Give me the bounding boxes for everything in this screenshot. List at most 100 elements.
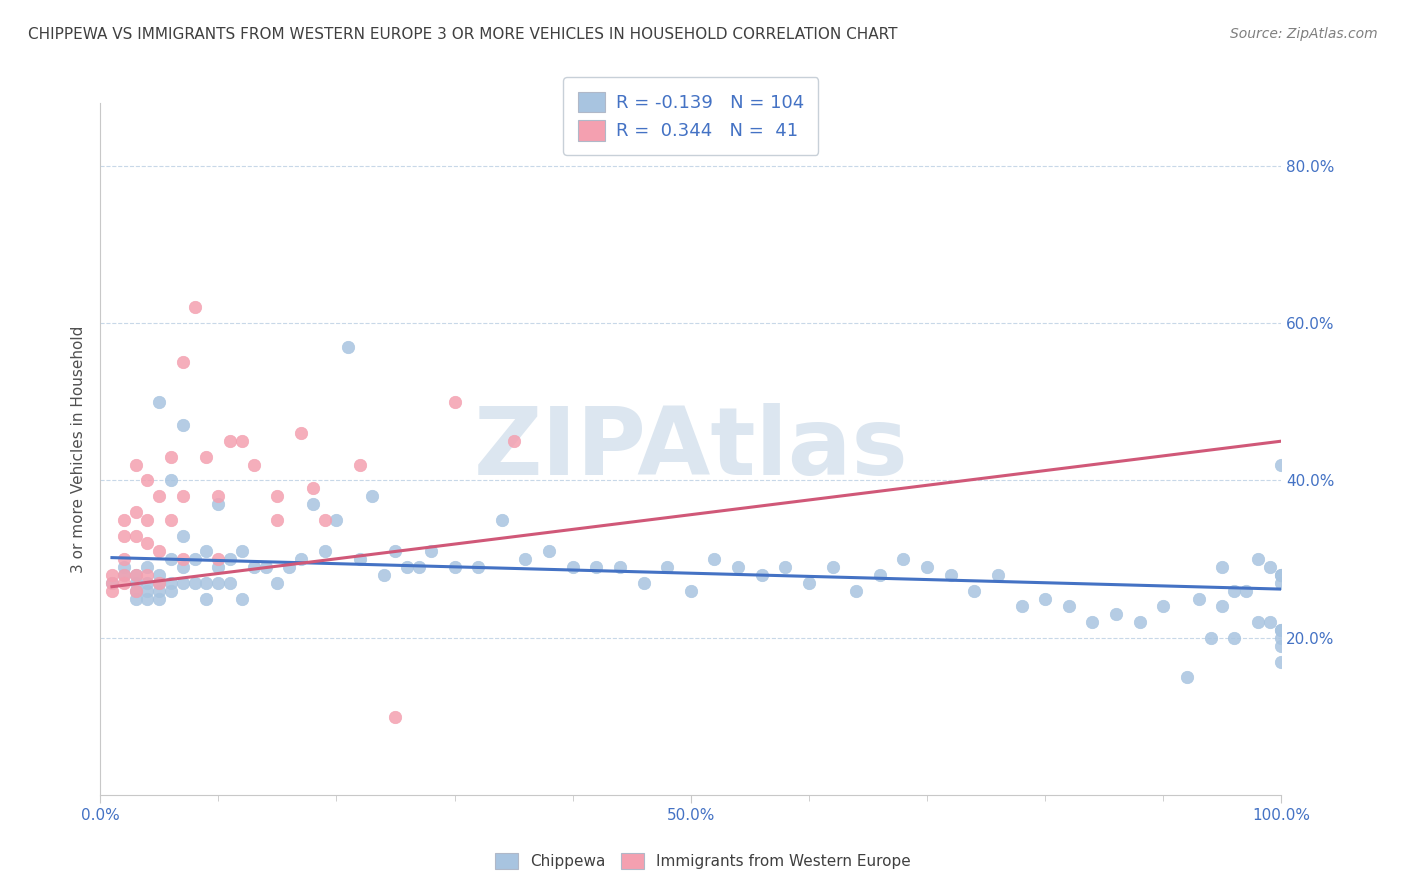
Point xyxy=(337,340,360,354)
Point xyxy=(751,568,773,582)
Point xyxy=(1211,560,1233,574)
Point xyxy=(101,583,124,598)
Point xyxy=(101,575,124,590)
Point xyxy=(915,560,938,574)
Point xyxy=(207,575,229,590)
Point xyxy=(124,505,146,519)
Point xyxy=(242,458,264,472)
Point xyxy=(515,552,537,566)
Point xyxy=(1105,607,1128,622)
Point xyxy=(633,575,655,590)
Point xyxy=(963,583,986,598)
Point xyxy=(242,560,264,574)
Point xyxy=(1270,568,1292,582)
Point xyxy=(561,560,583,574)
Point xyxy=(396,560,419,574)
Point xyxy=(112,552,135,566)
Point xyxy=(502,434,524,449)
Point xyxy=(301,481,323,495)
Point xyxy=(124,583,146,598)
Point xyxy=(207,560,229,574)
Point xyxy=(290,426,312,441)
Point xyxy=(266,513,288,527)
Point xyxy=(124,575,146,590)
Point xyxy=(1270,623,1292,637)
Point xyxy=(160,474,183,488)
Text: CHIPPEWA VS IMMIGRANTS FROM WESTERN EUROPE 3 OR MORE VEHICLES IN HOUSEHOLD CORRE: CHIPPEWA VS IMMIGRANTS FROM WESTERN EURO… xyxy=(28,27,897,42)
Point xyxy=(112,560,135,574)
Point xyxy=(195,591,218,606)
Point xyxy=(1258,615,1281,629)
Point xyxy=(112,568,135,582)
Point xyxy=(231,591,253,606)
Point xyxy=(231,434,253,449)
Point xyxy=(207,489,229,503)
Point xyxy=(172,560,194,574)
Point xyxy=(183,552,205,566)
Point xyxy=(124,458,146,472)
Point xyxy=(845,583,868,598)
Point xyxy=(727,560,749,574)
Point xyxy=(939,568,962,582)
Point xyxy=(1270,639,1292,653)
Point xyxy=(172,418,194,433)
Point xyxy=(314,544,336,558)
Point xyxy=(419,544,441,558)
Point xyxy=(160,575,183,590)
Point xyxy=(1033,591,1056,606)
Point xyxy=(112,568,135,582)
Point xyxy=(1270,568,1292,582)
Point xyxy=(384,544,406,558)
Point xyxy=(136,583,159,598)
Point xyxy=(1152,599,1174,614)
Point xyxy=(160,552,183,566)
Point xyxy=(443,394,465,409)
Point xyxy=(1247,615,1270,629)
Point xyxy=(148,575,170,590)
Point xyxy=(1270,458,1292,472)
Point xyxy=(1223,631,1246,645)
Point xyxy=(1199,631,1222,645)
Point xyxy=(136,591,159,606)
Point xyxy=(384,709,406,723)
Point xyxy=(1247,552,1270,566)
Point xyxy=(172,489,194,503)
Point xyxy=(797,575,820,590)
Point xyxy=(195,575,218,590)
Point xyxy=(101,575,124,590)
Point xyxy=(160,450,183,464)
Point xyxy=(349,458,371,472)
Point xyxy=(160,513,183,527)
Point xyxy=(136,560,159,574)
Point xyxy=(172,528,194,542)
Point xyxy=(467,560,489,574)
Point xyxy=(124,591,146,606)
Point xyxy=(136,536,159,550)
Point xyxy=(148,544,170,558)
Point xyxy=(893,552,915,566)
Point xyxy=(373,568,395,582)
Point xyxy=(231,544,253,558)
Point xyxy=(1270,575,1292,590)
Point xyxy=(219,434,242,449)
Point xyxy=(207,497,229,511)
Point xyxy=(195,544,218,558)
Point xyxy=(183,301,205,315)
Point xyxy=(148,394,170,409)
Point xyxy=(1188,591,1211,606)
Point xyxy=(136,575,159,590)
Point xyxy=(183,575,205,590)
Point xyxy=(585,560,607,574)
Point xyxy=(124,583,146,598)
Point xyxy=(349,552,371,566)
Point xyxy=(124,528,146,542)
Point xyxy=(1270,655,1292,669)
Point xyxy=(290,552,312,566)
Legend: R = -0.139   N = 104, R =  0.344   N =  41: R = -0.139 N = 104, R = 0.344 N = 41 xyxy=(564,77,818,155)
Point xyxy=(112,575,135,590)
Point xyxy=(266,489,288,503)
Point xyxy=(136,568,159,582)
Point xyxy=(136,474,159,488)
Point xyxy=(537,544,560,558)
Point xyxy=(1211,599,1233,614)
